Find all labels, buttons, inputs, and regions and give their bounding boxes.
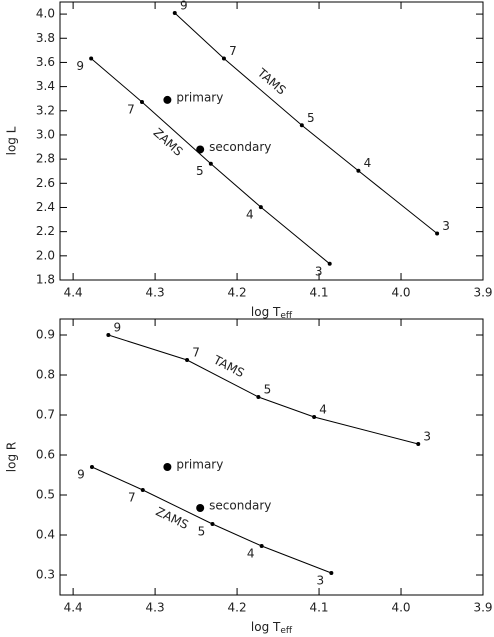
y-tick-label: 0.9	[36, 328, 55, 342]
track-name: TAMS	[210, 352, 246, 380]
track-point	[299, 123, 304, 128]
mass-label: 5	[307, 111, 315, 125]
mass-label: 7	[229, 44, 237, 58]
y-tick-label: 2.4	[36, 200, 55, 214]
y-tick-label: 2.2	[36, 224, 55, 238]
track-point	[208, 161, 213, 166]
x-axis-label: log Teff	[251, 620, 293, 636]
x-axis-label: log Teff	[251, 305, 293, 321]
track-point	[259, 544, 264, 548]
y-tick-label: 0.4	[36, 528, 55, 542]
x-axis-label-main: log T	[251, 305, 281, 319]
x-tick-label: 4.2	[228, 286, 247, 300]
mass-label: 9	[114, 321, 122, 335]
mass-label: 4	[246, 208, 254, 222]
track-line	[90, 58, 331, 265]
mass-label: 3	[423, 430, 431, 444]
track-point	[356, 168, 361, 173]
x-tick-label: 4.3	[146, 286, 165, 300]
track-point	[327, 261, 332, 266]
x-tick-label: 4.0	[391, 286, 410, 300]
track-point	[221, 56, 226, 61]
track-point	[312, 415, 317, 419]
track-point	[435, 231, 440, 236]
x-tick-label: 4.0	[391, 601, 410, 615]
track-point	[256, 395, 261, 399]
star-label: primary	[176, 90, 223, 104]
mass-label: 4	[247, 547, 255, 561]
track-line	[91, 466, 332, 574]
y-tick-label: 0.6	[36, 448, 55, 462]
x-tick-label: 4.1	[309, 601, 328, 615]
y-tick-label: 3.8	[36, 31, 55, 45]
y-tick-label: 0.7	[36, 408, 55, 422]
mass-label: 7	[127, 102, 135, 116]
y-tick-label: 0.5	[36, 488, 55, 502]
plot-frame	[59, 318, 484, 596]
y-tick-label: 2.8	[36, 152, 55, 166]
y-tick-label: 3.2	[36, 103, 55, 117]
mass-label: 9	[76, 59, 84, 73]
plot-frame	[59, 1, 484, 281]
y-tick-label: 3.4	[36, 79, 55, 93]
star-label: secondary	[209, 140, 271, 154]
track-point	[89, 56, 94, 61]
y-tick-label: 2.0	[36, 248, 55, 262]
y-tick-label: 4.0	[36, 7, 55, 21]
track-name: ZAMS	[151, 125, 186, 158]
mass-label: 9	[77, 468, 85, 482]
y-tick-label: 3.6	[36, 55, 55, 69]
star-label: primary	[176, 458, 223, 472]
track-name: ZAMS	[154, 504, 191, 532]
star-label: secondary	[209, 499, 271, 513]
track-point	[210, 522, 215, 526]
x-tick-label: 3.9	[473, 601, 492, 615]
star-point	[196, 504, 205, 512]
y-axis-label: log R	[5, 442, 19, 472]
x-tick-label: 4.3	[146, 601, 165, 615]
track-point	[140, 488, 145, 492]
track-point	[89, 465, 94, 469]
mass-label: 4	[364, 156, 372, 170]
x-tick-label: 4.2	[228, 601, 247, 615]
track-name: TAMS	[254, 65, 289, 97]
track-point	[258, 205, 263, 210]
star-point	[163, 95, 172, 104]
track-line	[174, 12, 438, 234]
mass-label: 7	[128, 491, 136, 505]
y-tick-label: 0.8	[36, 368, 55, 382]
x-tick-label: 4.4	[64, 286, 83, 300]
star-point	[196, 145, 205, 154]
mass-label: 3	[317, 574, 325, 588]
x-tick-label: 4.1	[309, 286, 328, 300]
track-point	[172, 10, 177, 15]
mass-label: 3	[442, 219, 450, 233]
track-point	[416, 442, 421, 446]
mass-label: 3	[315, 264, 323, 278]
x-axis-label-subscript: eff	[280, 626, 293, 636]
y-tick-label: 3.0	[36, 127, 55, 141]
y-tick-label: 1.8	[36, 273, 55, 287]
mass-label: 5	[196, 164, 204, 178]
x-tick-label: 3.9	[473, 286, 492, 300]
x-axis-label-main: log T	[251, 620, 281, 634]
track-point	[329, 571, 334, 575]
x-axis-label-subscript: eff	[280, 311, 293, 321]
track-point	[139, 99, 144, 104]
y-tick-label: 2.6	[36, 176, 55, 190]
star-point	[163, 463, 172, 471]
mass-label: 5	[198, 525, 206, 539]
mass-label: 4	[319, 403, 327, 417]
mass-label: 9	[180, 0, 188, 12]
track-point	[185, 358, 190, 362]
mass-label: 5	[264, 383, 272, 397]
x-tick-label: 4.4	[64, 601, 83, 615]
track-point	[106, 333, 111, 337]
y-axis-label: log L	[5, 126, 19, 155]
y-tick-label: 0.3	[36, 568, 55, 582]
mass-label: 7	[192, 346, 200, 360]
